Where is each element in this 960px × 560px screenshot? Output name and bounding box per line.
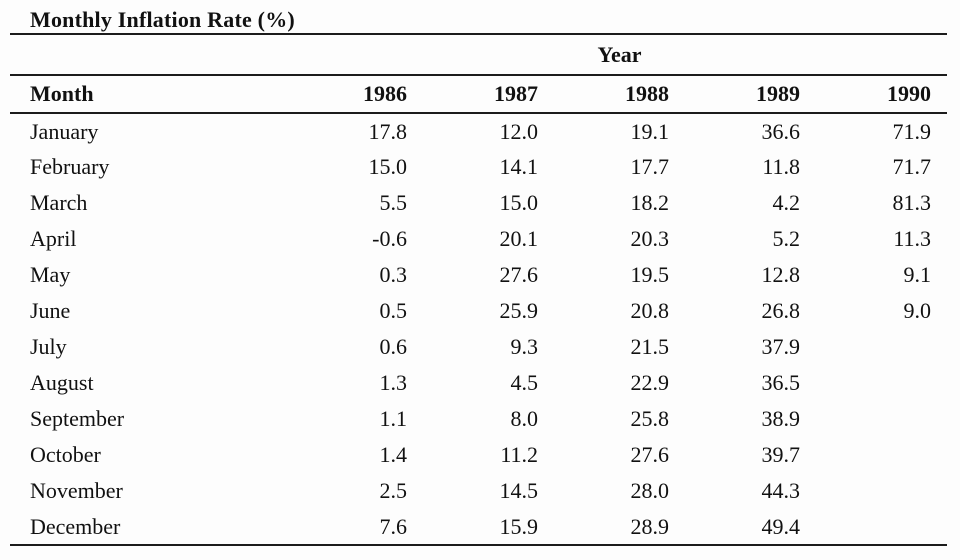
value-cell: 19.5: [630, 262, 670, 287]
value-cell: 0.6: [379, 334, 408, 359]
month-cell: June: [30, 298, 71, 323]
value-cell: 38.9: [761, 406, 801, 431]
value-cell: 12.0: [499, 118, 539, 144]
value-cell: 25.9: [499, 298, 539, 323]
table-title: Monthly Inflation Rate (%): [30, 7, 295, 32]
column-header-row: Month 1986 1987 1988 1989 1990: [10, 75, 948, 114]
year-column-header-1990: 1990: [816, 75, 948, 114]
table-row: October 1.4 11.2 27.6 39.7: [10, 437, 947, 473]
value-cell: 9.1: [903, 262, 932, 287]
value-cell: 11.2: [500, 442, 538, 467]
month-cell: August: [30, 370, 94, 395]
table-row: July 0.6 9.3 21.5 37.9: [10, 329, 947, 365]
value-cell: 17.8: [368, 118, 408, 144]
year-column-header-1986: 1986: [292, 75, 423, 114]
value-cell: 15.9: [423, 509, 554, 546]
value-cell: 81.3: [892, 190, 932, 215]
value-cell: 15.0: [368, 154, 408, 179]
year-group-header: Year: [292, 33, 948, 76]
month-cell: November: [30, 478, 123, 503]
value-cell: 5.5: [379, 190, 408, 215]
value-cell: 26.8: [761, 298, 801, 323]
value-cell: 0.3: [379, 262, 408, 287]
value-cell: 7.6: [292, 509, 423, 546]
value-cell: 27.6: [499, 262, 539, 287]
value-cell: 17.7: [630, 154, 670, 179]
value-cell: 5.2: [772, 226, 801, 251]
value-cell: 49.4: [685, 509, 816, 546]
value-cell: 20.3: [630, 226, 670, 251]
month-cell: March: [30, 190, 88, 215]
table-row: January 17.8 12.0 19.1 36.6 71.9: [10, 113, 947, 149]
month-cell: September: [30, 406, 125, 431]
year-column-header-1989: 1989: [685, 75, 816, 114]
value-cell: 9.3: [510, 334, 539, 359]
value-cell: 44.3: [761, 478, 801, 503]
value-cell: 28.9: [554, 509, 685, 546]
value-cell: 28.0: [630, 478, 670, 503]
value-cell: 2.5: [379, 478, 408, 503]
table-row: February 15.0 14.1 17.7 11.8 71.7: [10, 149, 947, 185]
value-cell: [816, 437, 947, 473]
month-cell: December: [10, 509, 292, 546]
table-body: January 17.8 12.0 19.1 36.6 71.9 Februar…: [10, 113, 948, 546]
value-cell: 1.3: [379, 370, 408, 395]
value-cell: 36.6: [761, 118, 801, 144]
inflation-table: Year Month 1986 1987 1988 1989 1990 Janu…: [10, 33, 948, 546]
table-row: December 7.6 15.9 28.9 49.4: [10, 509, 948, 546]
year-column-header-1987: 1987: [423, 75, 554, 114]
value-cell: 4.5: [510, 370, 539, 395]
value-cell: 9.0: [903, 298, 932, 323]
value-cell: 20.1: [499, 226, 539, 251]
value-cell: 71.9: [892, 118, 932, 144]
value-cell: 37.9: [761, 334, 801, 359]
group-spacer-cell: [10, 33, 292, 76]
table-row: April -0.6 20.1 20.3 5.2 11.3: [10, 221, 947, 257]
value-cell: 21.5: [630, 334, 670, 359]
value-cell: 15.0: [499, 190, 539, 215]
value-cell: 11.3: [893, 226, 932, 251]
value-cell: -0.6: [372, 226, 407, 251]
value-cell: [816, 473, 947, 509]
value-cell: 22.9: [630, 370, 670, 395]
value-cell: 12.8: [761, 262, 801, 287]
month-cell: October: [30, 442, 101, 467]
month-cell: July: [30, 334, 67, 359]
value-cell: 39.7: [761, 442, 801, 467]
value-cell: [816, 509, 948, 546]
value-cell: 4.2: [772, 190, 801, 215]
value-cell: [816, 401, 947, 437]
value-cell: 25.8: [630, 406, 670, 431]
value-cell: [816, 365, 947, 401]
table-row: September 1.1 8.0 25.8 38.9: [10, 401, 947, 437]
month-cell: April: [30, 226, 77, 251]
value-cell: 1.1: [379, 406, 408, 431]
value-cell: 20.8: [630, 298, 670, 323]
table-row: November 2.5 14.5 28.0 44.3: [10, 473, 947, 509]
value-cell: 11.8: [762, 154, 800, 179]
value-cell: 14.5: [499, 478, 539, 503]
value-cell: 27.6: [630, 442, 670, 467]
value-cell: 19.1: [630, 118, 670, 144]
value-cell: 18.2: [630, 190, 670, 215]
value-cell: 36.5: [761, 370, 801, 395]
value-cell: 0.5: [379, 298, 408, 323]
value-cell: [816, 329, 947, 365]
year-group-row: Year: [10, 33, 948, 76]
table-row: May 0.3 27.6 19.5 12.8 9.1: [10, 257, 947, 293]
table-head: Year Month 1986 1987 1988 1989 1990: [10, 33, 948, 114]
month-cell: May: [30, 262, 71, 287]
value-cell: 8.0: [510, 406, 539, 431]
value-cell: 14.1: [499, 154, 539, 179]
value-cell: 1.4: [379, 442, 408, 467]
month-cell: February: [30, 154, 110, 179]
value-cell: 71.7: [892, 154, 932, 179]
table-row: June 0.5 25.9 20.8 26.8 9.0: [10, 293, 947, 329]
month-column-header: Month: [10, 75, 292, 114]
year-column-header-1988: 1988: [554, 75, 685, 114]
month-cell: January: [30, 118, 99, 144]
table-row: March 5.5 15.0 18.2 4.2 81.3: [10, 185, 947, 221]
table-row: August 1.3 4.5 22.9 36.5: [10, 365, 947, 401]
